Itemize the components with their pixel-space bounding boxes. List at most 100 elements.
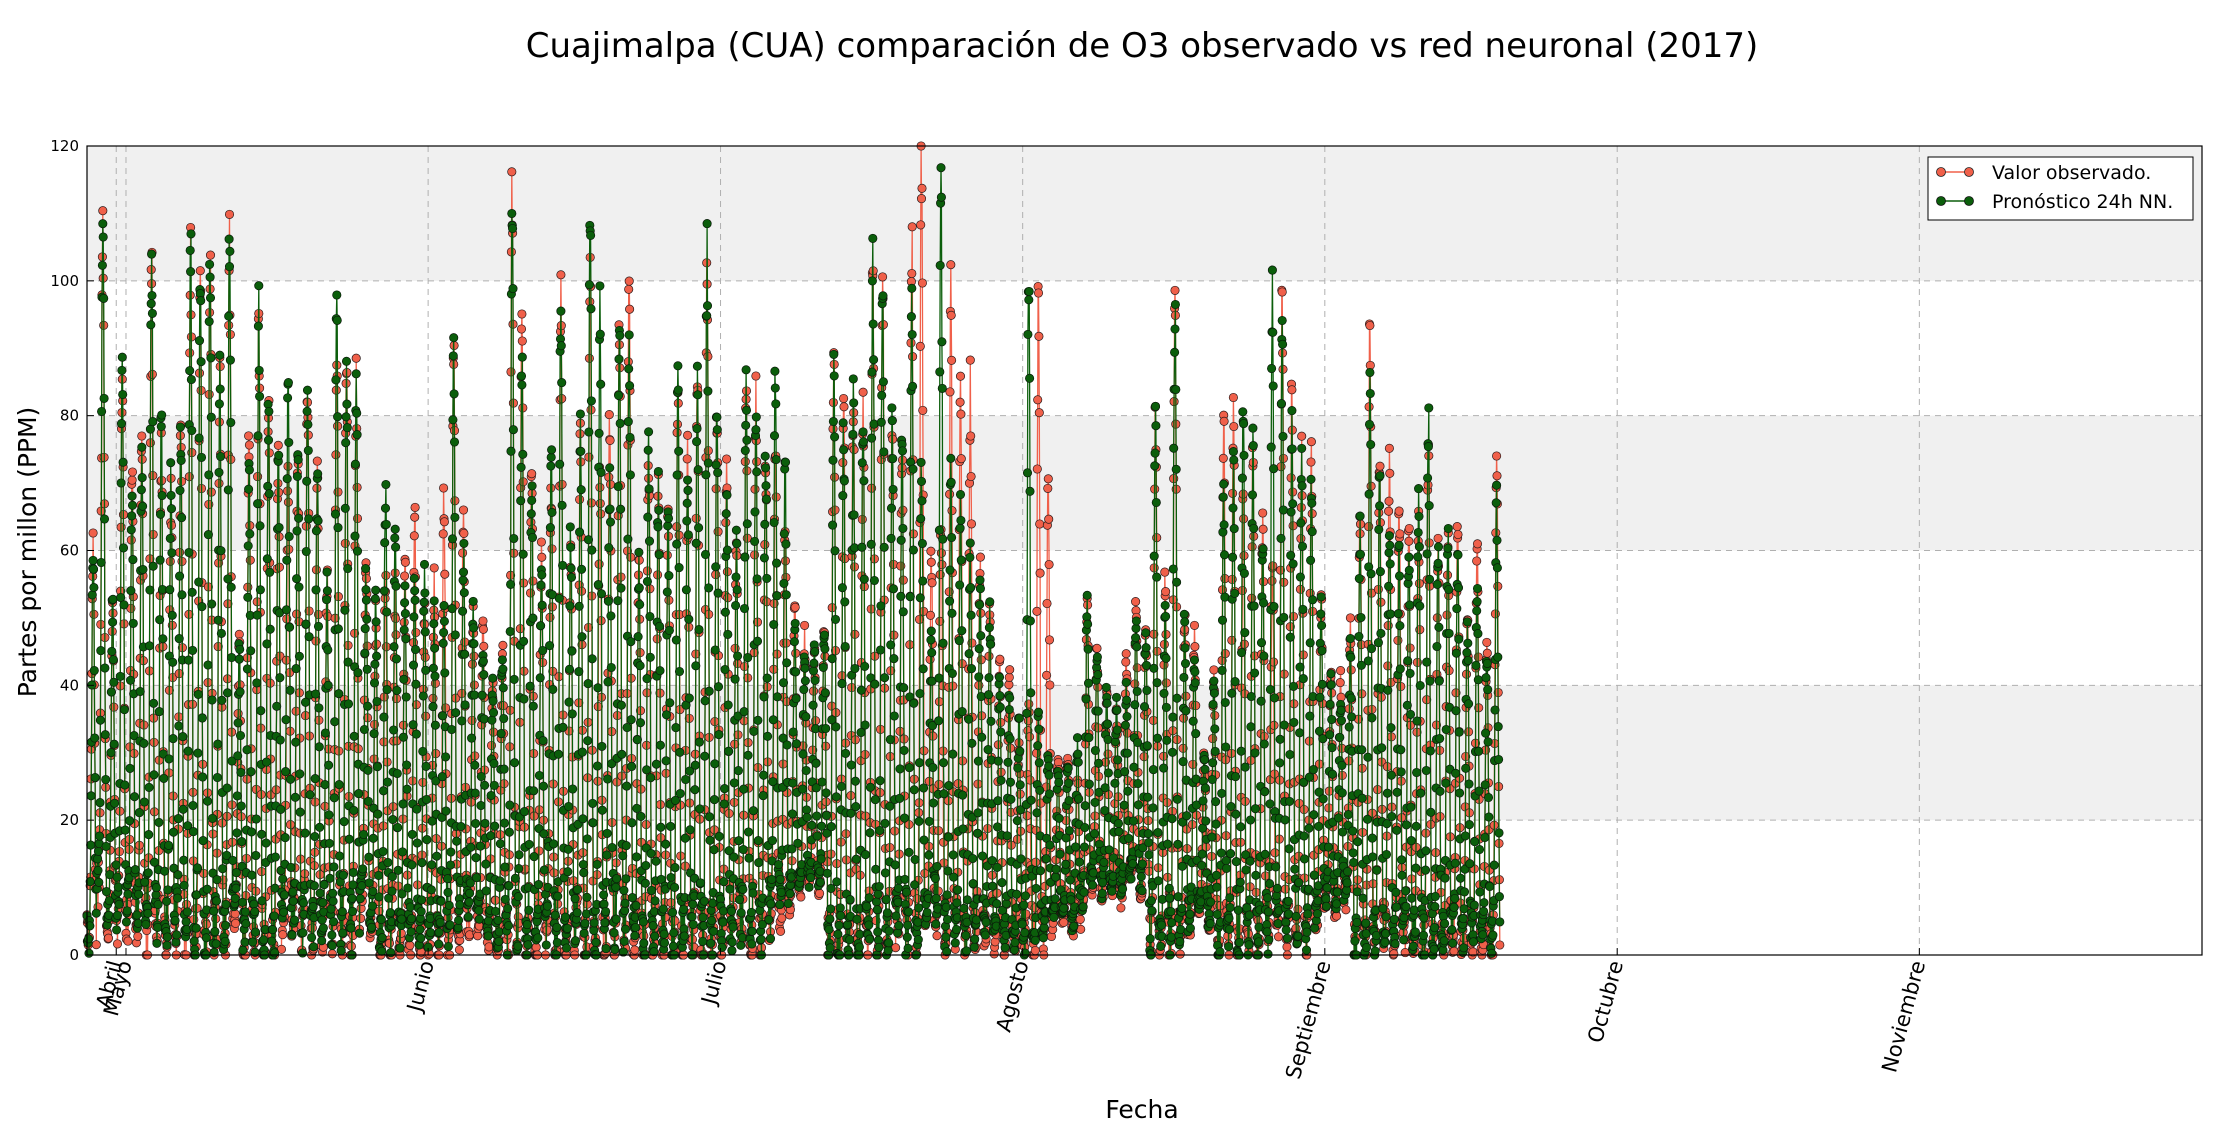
pronostico-point-1313 (615, 418, 625, 428)
observado-point-2055 (916, 194, 927, 204)
pronostico-point-1153 (550, 910, 560, 920)
pronostico-point-695 (364, 878, 374, 888)
pronostico-point-346 (222, 688, 233, 698)
pronostico-point-969 (475, 841, 486, 851)
pronostico-point-232 (176, 455, 186, 465)
pronostico-point-5 (84, 948, 94, 958)
pronostico-point-803 (408, 720, 418, 730)
pronostico-point-942 (465, 888, 475, 898)
pronostico-point-979 (480, 780, 490, 790)
observado-point-1479 (683, 430, 693, 440)
pronostico-point-805 (409, 612, 419, 622)
pronostico-point-764 (392, 768, 402, 779)
pronostico-point-1012 (493, 915, 503, 925)
pronostico-point-736 (381, 479, 391, 490)
pronostico-point-690 (362, 664, 372, 674)
pronostico-point-666 (352, 546, 363, 556)
pronostico-point-296 (202, 884, 212, 894)
pronostico-point-1163 (554, 593, 564, 603)
pronostico-point-738 (382, 607, 392, 617)
pronostico-point-274 (193, 689, 203, 699)
pronostico-point-1332 (623, 534, 633, 544)
pronostico-point-1384 (644, 484, 654, 494)
pronostico-point-1353 (631, 852, 642, 862)
pronostico-point-1265 (596, 379, 606, 389)
pronostico-point-375 (234, 654, 244, 664)
pronostico-point-449 (264, 489, 274, 499)
pronostico-point-499 (285, 622, 295, 632)
pronostico-point-1245 (588, 798, 598, 808)
pronostico-point-91 (119, 600, 129, 610)
pronostico-point-492 (282, 555, 292, 565)
pronostico-point-977 (479, 670, 489, 680)
pronostico-point-910 (452, 836, 462, 846)
pronostico-point-422 (253, 321, 263, 331)
pronostico-point-927 (458, 567, 469, 577)
pronostico-point-569 (313, 516, 323, 526)
pronostico-point-156 (145, 424, 155, 434)
pronostico-point-1000 (488, 696, 498, 706)
observado-point-2124 (945, 489, 955, 499)
observado-point-3233 (1395, 529, 1405, 539)
pronostico-point-782 (400, 598, 410, 608)
pronostico-point-1354 (632, 803, 642, 813)
pronostico-point-730 (378, 786, 389, 796)
observado-point-3479 (1495, 940, 1505, 950)
pronostico-point-1478 (682, 498, 692, 508)
pronostico-point-89 (118, 457, 128, 467)
observado-point-3207 (1384, 443, 1394, 453)
pronostico-point-1328 (621, 841, 631, 851)
pronostico-point-822 (416, 933, 426, 943)
pronostico-point-99 (122, 906, 132, 916)
pronostico-point-10 (86, 791, 96, 801)
pronostico-point-1142 (546, 461, 556, 471)
pronostico-point-68 (110, 798, 120, 808)
observado-point-808 (410, 502, 420, 512)
pronostico-point-1244 (587, 654, 597, 664)
pronostico-point-1359 (634, 547, 644, 557)
pronostico-point-657 (349, 805, 359, 815)
pronostico-point-621 (334, 780, 344, 790)
pronostico-point-740 (382, 777, 393, 787)
pronostico-point-1402 (651, 759, 661, 769)
pronostico-point-153 (144, 782, 154, 792)
pronostico-point-970 (476, 800, 486, 811)
pronostico-point-1315 (616, 583, 626, 593)
pronostico-point-84 (116, 478, 126, 488)
pronostico-point-1266 (596, 467, 606, 477)
pronostico-point-1285 (604, 543, 614, 553)
observado-point-2347 (1035, 568, 1045, 578)
pronostico-point-90 (118, 543, 129, 553)
pronostico-point-1185 (563, 844, 573, 854)
pronostico-point-884 (441, 806, 451, 816)
observado-point-1288 (605, 435, 615, 445)
pronostico-point-1220 (577, 747, 587, 757)
pronostico-point-661 (350, 459, 360, 469)
pronostico-point-760 (391, 542, 401, 552)
pronostico-point-810 (411, 679, 421, 689)
pronostico-point-184 (157, 410, 167, 420)
pronostico-point-1149 (549, 839, 559, 849)
pronostico-point-549 (305, 790, 315, 800)
pronostico-point-283 (197, 602, 207, 612)
observado-point-2487 (1092, 643, 1102, 653)
observado-point-2943 (1277, 287, 1287, 297)
pronostico-point-328 (215, 384, 225, 394)
pronostico-point-571 (314, 703, 324, 713)
observado-point-2176 (966, 431, 976, 441)
pronostico-point-837 (422, 835, 432, 845)
observado-point-2896 (1258, 524, 1268, 534)
pronostico-point-824 (417, 895, 427, 905)
pronostico-point-615 (332, 290, 342, 300)
pronostico-point-827 (418, 746, 428, 756)
pronostico-point-165 (149, 770, 159, 780)
observado-point-495 (283, 461, 293, 471)
pronostico-point-63 (108, 617, 118, 627)
pronostico-point-67 (109, 739, 119, 749)
pronostico-point-13 (87, 590, 97, 600)
pronostico-point-714 (372, 696, 382, 707)
pronostico-point-390 (240, 907, 250, 917)
pronostico-point-398 (244, 484, 254, 494)
pronostico-point-175 (153, 899, 163, 910)
pronostico-point-895 (445, 860, 456, 870)
